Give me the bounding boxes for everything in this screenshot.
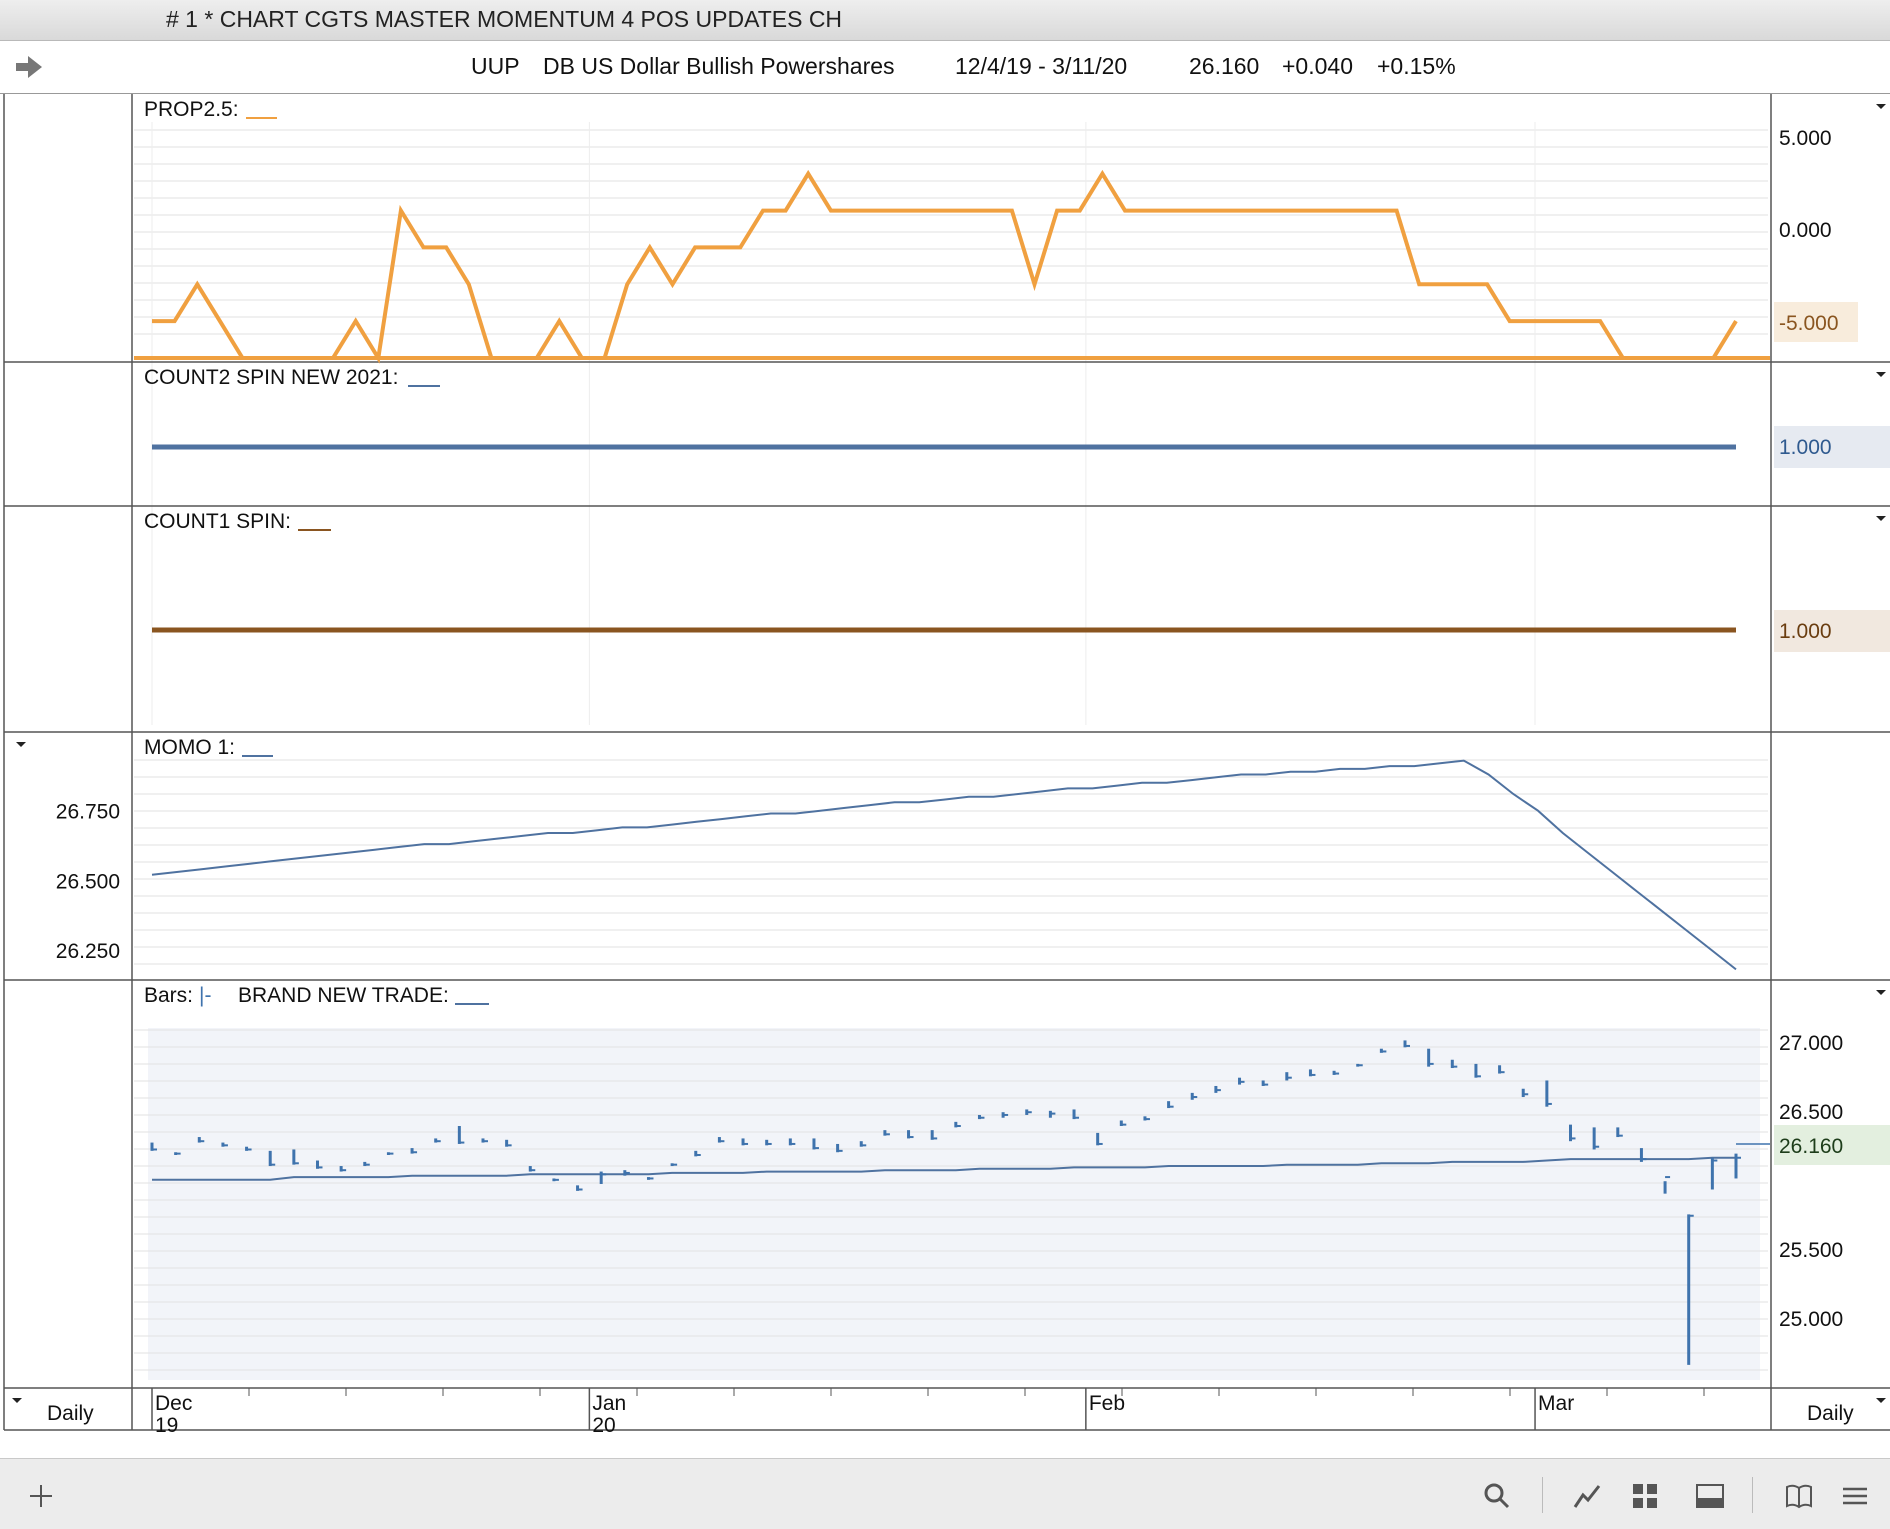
price-change-pct: +0.15% xyxy=(1377,53,1456,79)
y-tick-label: 27.000 xyxy=(1779,1032,1843,1055)
plus-icon[interactable] xyxy=(26,1481,56,1511)
chevron-down-icon[interactable] xyxy=(12,1398,22,1403)
count1-last-value: 1.000 xyxy=(1779,620,1832,643)
toolbar-divider xyxy=(1752,1477,1753,1513)
chart-header: UUP DB US Dollar Bullish Powershares 12/… xyxy=(0,41,1890,94)
price-bars: 27.000 26.500 25.500 25.000 xyxy=(150,1032,1843,1365)
gridlines xyxy=(134,122,1768,1371)
y-tick-label: 26.250 xyxy=(56,940,120,963)
study-title: BRAND NEW TRADE: xyxy=(238,984,449,1007)
last-price: 26.160 xyxy=(1189,53,1260,79)
price-change: +0.040 xyxy=(1282,53,1353,79)
momo-line xyxy=(151,759,1737,971)
prop-line xyxy=(152,169,1738,364)
line-chart-icon[interactable] xyxy=(1572,1481,1602,1511)
x-tick-month: Feb xyxy=(1089,1392,1125,1415)
count2-last-value: 1.000 xyxy=(1779,436,1832,459)
count1-title: COUNT1 SPIN: xyxy=(144,510,291,533)
y-tick-label: 25.500 xyxy=(1779,1239,1843,1262)
periodicity-right[interactable]: Daily xyxy=(1807,1402,1854,1425)
chevron-down-icon[interactable] xyxy=(1876,372,1886,377)
chart-area: PROP2.5: COUNT2 SPIN NEW 2021: COUNT1 SP… xyxy=(0,94,1890,1458)
window-title: # 1 * CHART CGTS MASTER MOMENTUM 4 POS U… xyxy=(166,6,843,32)
x-tick-month: Mar xyxy=(1538,1392,1574,1415)
search-icon[interactable] xyxy=(1482,1481,1512,1511)
y-tick-label: 26.500 xyxy=(56,870,120,893)
bars-title: Bars: xyxy=(144,984,193,1007)
chevron-down-icon[interactable] xyxy=(1876,1398,1886,1403)
count1-last-badge xyxy=(1774,610,1890,652)
panel-menus[interactable] xyxy=(12,104,1886,1403)
momo-title: MOMO 1: xyxy=(144,736,235,759)
arrow-right-icon[interactable] xyxy=(14,53,44,81)
toolbar-divider xyxy=(1542,1477,1543,1513)
grid-icon[interactable] xyxy=(1630,1481,1660,1511)
y-tick-label: 26.500 xyxy=(1779,1101,1843,1124)
security-name: DB US Dollar Bullish Powershares xyxy=(543,53,895,79)
chevron-down-icon[interactable] xyxy=(1876,990,1886,995)
momo-series: 26.750 26.500 26.250 xyxy=(56,759,1737,971)
chevron-down-icon[interactable] xyxy=(1876,516,1886,521)
prop-series: 5.000 0.000 xyxy=(134,127,1832,364)
window-title-bar: # 1 * CHART CGTS MASTER MOMENTUM 4 POS U… xyxy=(0,0,1890,41)
y-tick-label: 0.000 xyxy=(1779,219,1832,242)
menu-icon[interactable] xyxy=(1840,1481,1870,1511)
price-last-badge xyxy=(1774,1125,1890,1165)
bars-glyph: |- xyxy=(199,984,211,1007)
x-tick-month: Jan xyxy=(592,1392,626,1415)
panel-borders xyxy=(3,94,1890,1431)
chevron-down-icon[interactable] xyxy=(1876,104,1886,109)
periodicity-left[interactable]: Daily xyxy=(47,1402,94,1425)
book-icon[interactable] xyxy=(1784,1481,1814,1511)
chevron-down-icon[interactable] xyxy=(16,742,26,747)
count2-last-badge xyxy=(1774,426,1890,468)
y-tick-label: 5.000 xyxy=(1779,127,1832,150)
y-tick-label: 25.000 xyxy=(1779,1308,1843,1331)
price-panel-background xyxy=(148,1028,1760,1380)
panel-icon[interactable] xyxy=(1695,1481,1725,1511)
prop-last-value: -5.000 xyxy=(1779,312,1839,335)
price-last-value: 26.160 xyxy=(1779,1135,1843,1158)
date-range: 12/4/19 - 3/11/20 xyxy=(955,53,1128,79)
prop-title: PROP2.5: xyxy=(144,98,239,121)
x-tick-month: Dec xyxy=(155,1392,192,1415)
count2-title: COUNT2 SPIN NEW 2021: xyxy=(144,366,398,389)
study-line xyxy=(152,1156,1736,1181)
y-tick-label: 26.750 xyxy=(56,801,120,824)
prop-last-badge xyxy=(1774,302,1858,342)
x-tick-year: 19 xyxy=(155,1414,178,1437)
x-tick-year: 20 xyxy=(592,1414,615,1437)
bottom-toolbar xyxy=(0,1458,1890,1529)
symbol: UUP xyxy=(471,53,520,79)
